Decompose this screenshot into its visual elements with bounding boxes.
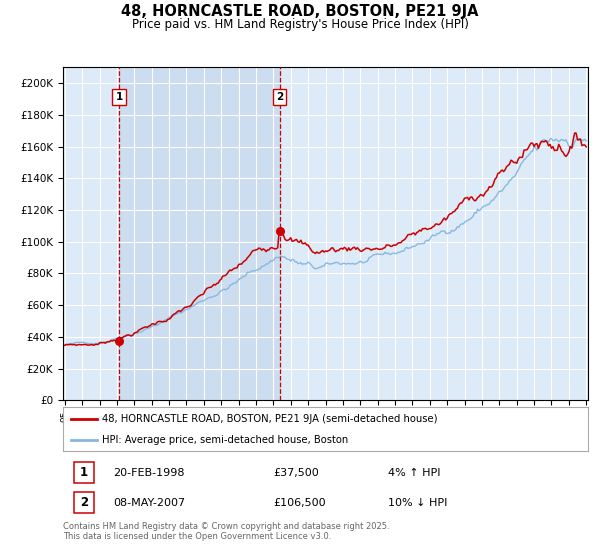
Text: 1: 1 (80, 466, 88, 479)
Text: Contains HM Land Registry data © Crown copyright and database right 2025.
This d: Contains HM Land Registry data © Crown c… (63, 522, 389, 542)
Text: Price paid vs. HM Land Registry's House Price Index (HPI): Price paid vs. HM Land Registry's House … (131, 18, 469, 31)
Text: 4% ↑ HPI: 4% ↑ HPI (389, 468, 441, 478)
Text: 08-MAY-2007: 08-MAY-2007 (113, 498, 185, 508)
Text: 48, HORNCASTLE ROAD, BOSTON, PE21 9JA (semi-detached house): 48, HORNCASTLE ROAD, BOSTON, PE21 9JA (s… (103, 414, 438, 424)
Text: 1: 1 (115, 92, 122, 102)
Text: 20-FEB-1998: 20-FEB-1998 (113, 468, 184, 478)
FancyBboxPatch shape (74, 492, 94, 514)
FancyBboxPatch shape (74, 462, 94, 483)
Text: 48, HORNCASTLE ROAD, BOSTON, PE21 9JA: 48, HORNCASTLE ROAD, BOSTON, PE21 9JA (121, 4, 479, 19)
Text: 10% ↓ HPI: 10% ↓ HPI (389, 498, 448, 508)
Text: 2: 2 (276, 92, 283, 102)
Text: £37,500: £37,500 (273, 468, 319, 478)
Text: £106,500: £106,500 (273, 498, 326, 508)
Text: 2: 2 (80, 496, 88, 510)
Text: HPI: Average price, semi-detached house, Boston: HPI: Average price, semi-detached house,… (103, 435, 349, 445)
Bar (119, 67, 280, 400)
